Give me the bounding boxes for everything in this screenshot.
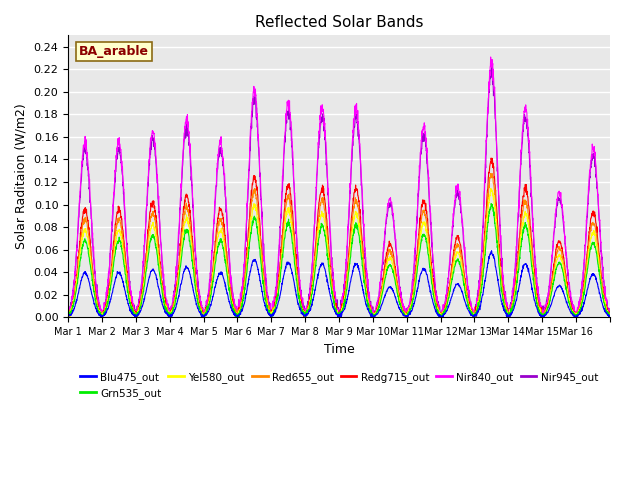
Nir840_out [372, 310, 380, 315]
Grn535_out [487, 201, 495, 206]
Nir945_out [533, 288, 541, 294]
Redg715_out [487, 155, 495, 161]
Nir840_out [606, 309, 614, 315]
Nir840_out [487, 54, 495, 60]
Title: Reflected Solar Bands: Reflected Solar Bands [255, 15, 423, 30]
Yel580_out [64, 312, 72, 317]
Blu475_out [599, 302, 607, 308]
Red655_out [236, 312, 243, 318]
Blu475_out [502, 313, 510, 319]
Grn535_out [372, 311, 380, 317]
Nir840_out [599, 263, 607, 269]
Redg715_out [300, 314, 307, 320]
Nir945_out [599, 267, 607, 273]
Yel580_out [502, 309, 510, 315]
Nir945_out [372, 309, 380, 315]
Red655_out [98, 314, 106, 320]
Redg715_out [533, 291, 541, 297]
Nir840_out [502, 299, 510, 304]
Yel580_out [606, 311, 614, 317]
Red655_out [599, 287, 607, 293]
Blu475_out [606, 313, 614, 319]
X-axis label: Time: Time [324, 343, 355, 356]
Legend: Blu475_out, Grn535_out, Yel580_out, Red655_out, Redg715_out, Nir840_out, Nir945_: Blu475_out, Grn535_out, Yel580_out, Red6… [76, 368, 602, 403]
Grn535_out [64, 311, 72, 316]
Blu475_out [488, 248, 495, 253]
Blu475_out [236, 312, 243, 318]
Nir945_out [118, 171, 126, 177]
Yel580_out [236, 310, 243, 316]
Text: BA_arable: BA_arable [79, 45, 149, 58]
Redg715_out [64, 310, 72, 316]
Nir840_out [65, 314, 72, 320]
Blu475_out [372, 312, 380, 318]
Yel580_out [118, 242, 126, 248]
Yel580_out [372, 312, 380, 317]
Nir945_out [606, 308, 614, 314]
Nir945_out [502, 302, 510, 308]
Red655_out [606, 311, 614, 316]
Redg715_out [599, 285, 607, 291]
Redg715_out [502, 303, 510, 309]
Yel580_out [65, 314, 73, 320]
Grn535_out [599, 294, 607, 300]
Red655_out [502, 311, 510, 316]
Nir945_out [236, 299, 243, 304]
Blu475_out [533, 305, 541, 311]
Grn535_out [118, 249, 126, 255]
Grn535_out [236, 309, 243, 315]
Nir945_out [131, 314, 139, 320]
Red655_out [64, 313, 72, 319]
Red655_out [118, 235, 126, 241]
Blu475_out [98, 314, 106, 320]
Grn535_out [132, 314, 140, 320]
Grn535_out [502, 310, 510, 315]
Y-axis label: Solar Raditaion (W/m2): Solar Raditaion (W/m2) [15, 104, 28, 249]
Line: Red655_out: Red655_out [68, 173, 610, 317]
Yel580_out [487, 186, 495, 192]
Yel580_out [599, 289, 607, 295]
Redg715_out [236, 304, 243, 310]
Yel580_out [533, 298, 541, 304]
Line: Yel580_out: Yel580_out [68, 189, 610, 317]
Nir945_out [64, 306, 72, 312]
Blu475_out [64, 313, 72, 319]
Nir945_out [488, 62, 495, 68]
Red655_out [372, 312, 380, 317]
Nir840_out [533, 280, 541, 286]
Red655_out [533, 298, 541, 303]
Grn535_out [533, 300, 541, 306]
Grn535_out [606, 312, 614, 318]
Redg715_out [606, 312, 614, 318]
Line: Blu475_out: Blu475_out [68, 251, 610, 317]
Nir840_out [64, 307, 72, 313]
Line: Grn535_out: Grn535_out [68, 204, 610, 317]
Blu475_out [118, 277, 126, 283]
Nir840_out [118, 165, 126, 170]
Line: Redg715_out: Redg715_out [68, 158, 610, 317]
Line: Nir840_out: Nir840_out [68, 57, 610, 317]
Red655_out [487, 170, 495, 176]
Nir840_out [236, 302, 243, 308]
Line: Nir945_out: Nir945_out [68, 65, 610, 317]
Redg715_out [118, 223, 126, 229]
Redg715_out [372, 310, 380, 316]
